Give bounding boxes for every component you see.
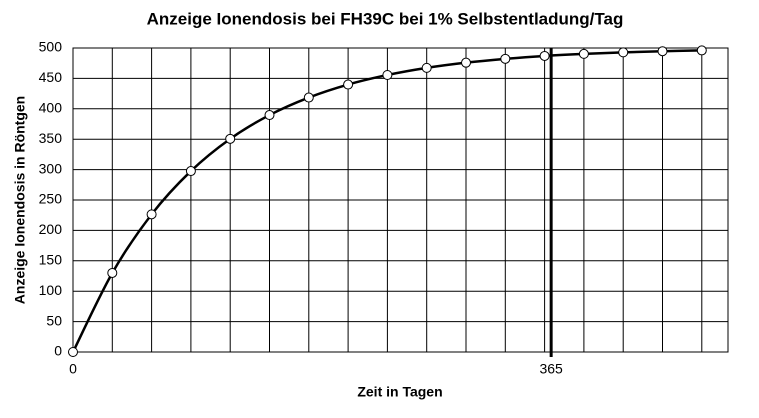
data-point — [461, 57, 471, 68]
x-axis-label: Zeit in Tagen — [357, 384, 442, 400]
data-point — [578, 48, 589, 59]
data-point — [107, 267, 118, 278]
data-point — [146, 209, 157, 220]
data-point — [696, 45, 707, 56]
data-point — [303, 92, 314, 103]
data-point — [68, 347, 78, 357]
y-tick-label: 200 — [39, 221, 63, 237]
data-point — [421, 62, 432, 73]
y-tick-label: 400 — [39, 100, 63, 116]
y-tick-label: 50 — [46, 312, 62, 328]
data-point — [657, 46, 668, 57]
data-point — [225, 133, 236, 144]
data-point — [500, 53, 511, 64]
y-tick-label: 450 — [39, 69, 63, 85]
y-tick-label: 250 — [39, 191, 63, 207]
y-axis-label: Anzeige Ionendosis in Röntgen — [12, 96, 28, 304]
data-point — [264, 110, 275, 121]
x-tick-label: 0 — [69, 361, 77, 377]
data-point — [382, 69, 393, 80]
y-tick-label: 300 — [39, 160, 63, 176]
y-tick-label: 350 — [39, 130, 63, 146]
data-point — [539, 50, 550, 61]
y-tick-label: 100 — [39, 282, 63, 298]
y-tick-label: 150 — [39, 252, 63, 268]
y-tick-label: 0 — [54, 343, 62, 359]
data-point — [618, 47, 629, 58]
plot-border — [72, 47, 729, 353]
y-tick-label: 500 — [39, 39, 63, 55]
data-point — [343, 79, 354, 90]
x-tick-label: 365 — [539, 361, 563, 377]
chart-title: Anzeige Ionendosis bei FH39C bei 1% Selb… — [147, 9, 624, 28]
data-point — [185, 166, 196, 177]
